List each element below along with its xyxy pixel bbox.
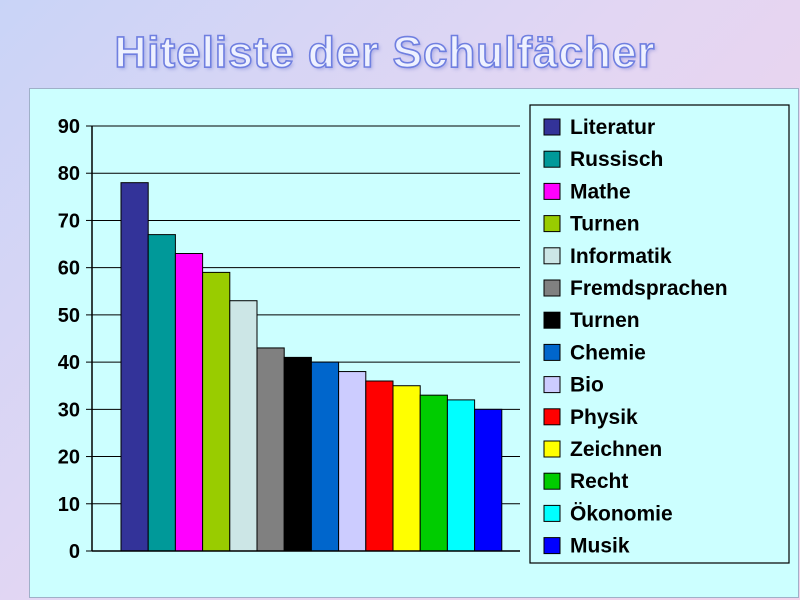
legend-swatch-10 bbox=[543, 408, 561, 426]
bar-8 bbox=[310, 361, 340, 552]
y-tick-label: 90 bbox=[58, 116, 80, 138]
legend-swatch-14 bbox=[543, 537, 561, 555]
bar-10 bbox=[365, 380, 394, 552]
legend-swatch-4 bbox=[543, 215, 561, 233]
legend-swatch-6 bbox=[543, 279, 561, 297]
chart-title: Hiteliste der Schulfächer bbox=[114, 27, 656, 78]
legend-label-14: Musik bbox=[570, 535, 630, 558]
legend-swatch-5 bbox=[543, 247, 561, 265]
bar-11 bbox=[392, 385, 421, 552]
bar-6 bbox=[256, 347, 285, 552]
y-tick-label: 70 bbox=[58, 210, 80, 232]
legend-label-4: Turnen bbox=[570, 213, 640, 236]
y-tick-label: 0 bbox=[69, 541, 80, 563]
legend-swatch-13 bbox=[543, 504, 561, 522]
axes bbox=[91, 126, 520, 552]
y-tick-label: 20 bbox=[58, 447, 80, 469]
legend: Literatur Russisch Mathe Turnen Informatik Fr… bbox=[529, 104, 790, 564]
legend-box bbox=[529, 104, 790, 564]
bar-1 bbox=[120, 182, 149, 552]
legend-swatch-1 bbox=[543, 118, 561, 136]
bar-2 bbox=[147, 234, 176, 552]
y-axis-ticks: 0 10 20 30 40 50 60 70 80 90 bbox=[58, 116, 92, 563]
legend-label-10: Physik bbox=[570, 406, 638, 429]
legend-label-12: Recht bbox=[570, 470, 628, 493]
legend-swatch-9 bbox=[543, 376, 561, 394]
bars bbox=[120, 182, 503, 552]
bar-3 bbox=[174, 253, 204, 552]
legend-label-1: Literatur bbox=[570, 116, 655, 139]
legend-label-3: Mathe bbox=[570, 180, 631, 203]
y-tick-label: 50 bbox=[58, 305, 80, 327]
bar-13 bbox=[446, 399, 476, 552]
legend-label-2: Russisch bbox=[570, 148, 663, 171]
y-tick-label: 30 bbox=[58, 399, 80, 421]
legend-swatch-12 bbox=[543, 472, 561, 490]
bar-14 bbox=[474, 408, 503, 552]
legend-label-7: Turnen bbox=[570, 309, 640, 332]
y-tick-label: 10 bbox=[58, 494, 80, 516]
legend-label-11: Zeichnen bbox=[570, 438, 662, 461]
bar-5 bbox=[229, 300, 258, 552]
bar-4 bbox=[202, 271, 231, 552]
legend-label-5: Informatik bbox=[570, 245, 672, 268]
bar-7 bbox=[283, 356, 312, 552]
legend-swatch-3 bbox=[543, 182, 561, 200]
legend-swatch-11 bbox=[543, 440, 561, 458]
y-tick-label: 40 bbox=[58, 352, 80, 374]
legend-swatch-2 bbox=[543, 150, 561, 168]
y-tick-label: 60 bbox=[58, 258, 80, 280]
legend-label-9: Bio bbox=[570, 374, 604, 397]
legend-label-6: Fremdsprachen bbox=[570, 277, 728, 300]
legend-swatch-8 bbox=[543, 343, 561, 361]
legend-swatch-7 bbox=[543, 311, 561, 329]
bar-9 bbox=[338, 371, 367, 552]
y-tick-label: 80 bbox=[58, 163, 80, 185]
bar-12 bbox=[419, 394, 448, 552]
legend-label-8: Chemie bbox=[570, 341, 646, 364]
legend-label-13: Ökonomie bbox=[570, 502, 673, 525]
